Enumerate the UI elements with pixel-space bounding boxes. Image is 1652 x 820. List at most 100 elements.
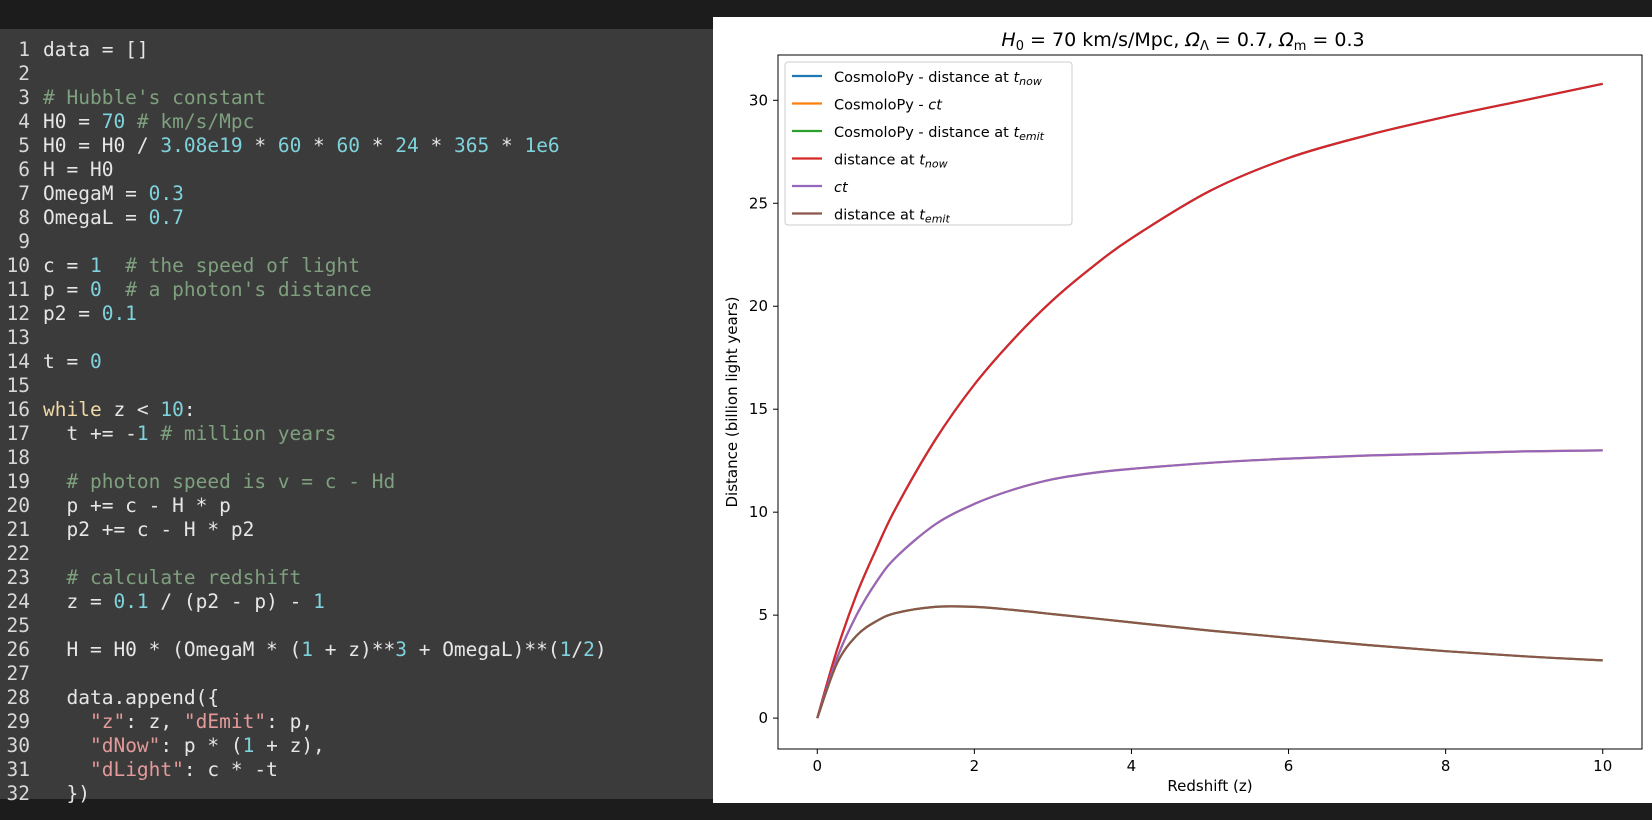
code-token-plain: H = H0: [43, 158, 114, 181]
line-number: 4: [18, 110, 30, 133]
code-line[interactable]: 9: [0, 230, 713, 254]
legend-entry: ct: [834, 180, 849, 196]
code-line[interactable]: 16 while z < 10:: [0, 398, 713, 422]
chart-title: H0 = 70 km/s/Mpc, ΩΛ = 0.7, Ωm = 0.3: [1001, 29, 1364, 54]
line-code: p2 += c - H * p2: [43, 518, 254, 542]
line-number: 19: [6, 470, 30, 493]
code-line[interactable]: 17 t += -1 # million years: [0, 422, 713, 446]
code-token-plain: H = H0 * (OmegaM * (: [43, 638, 302, 661]
legend-math: t: [919, 208, 926, 224]
code-line[interactable]: 21 p2 += c - H * p2: [0, 518, 713, 542]
series-line-4: [816, 82, 1603, 719]
code-line[interactable]: 13: [0, 326, 713, 350]
code-token-number: 60: [277, 134, 302, 157]
code-token-number: 365: [453, 134, 490, 157]
line-code: H = H0: [43, 158, 113, 182]
line-code: H0 = H0 / 3.08e19 * 60 * 60 * 24 * 365 *…: [43, 134, 560, 158]
line-number: 7: [18, 182, 30, 205]
code-token-comment: # the speed of light: [101, 254, 360, 277]
line-code: H = H0 * (OmegaM * (1 + z)**3 + OmegaL)*…: [43, 638, 607, 662]
code-token-plain: *: [301, 134, 337, 157]
code-line[interactable]: 18: [0, 446, 713, 470]
code-line[interactable]: 32 }): [0, 782, 713, 806]
code-line[interactable]: 3 # Hubble's constant: [0, 86, 713, 110]
code-token-plain: [43, 710, 90, 733]
code-line[interactable]: 22: [0, 542, 713, 566]
title-symbol: H: [1001, 29, 1015, 51]
code-token-number: 1: [136, 422, 149, 445]
code-token-number: 0: [89, 350, 102, 373]
code-line[interactable]: 6 H = H0: [0, 158, 713, 182]
code-line[interactable]: 29 "z": z, "dEmit": p,: [0, 710, 713, 734]
line-number: 29: [6, 710, 30, 733]
y-tick-label: 25: [749, 194, 768, 212]
code-line[interactable]: 11 p = 0 # a photon's distance: [0, 278, 713, 302]
code-line[interactable]: 31 "dLight": c * -t: [0, 758, 713, 782]
code-line[interactable]: 25: [0, 614, 713, 638]
code-line[interactable]: 8 OmegaL = 0.7: [0, 206, 713, 230]
series-line-2: [816, 449, 1603, 719]
code-token-number: 60: [336, 134, 361, 157]
code-token-plain: / (p2 - p) -: [148, 590, 314, 613]
title-symbol: Ω: [1184, 29, 1200, 51]
code-line[interactable]: 19 # photon speed is v = c - Hd: [0, 470, 713, 494]
code-token-number: 0.3: [148, 182, 184, 205]
code-token-plain: /: [571, 638, 584, 661]
code-token-plain: OmegaL =: [43, 206, 149, 229]
line-code: while z < 10:: [43, 398, 196, 422]
code-line[interactable]: 2: [0, 62, 713, 86]
series-line-3: [816, 605, 1603, 719]
code-line[interactable]: 7 OmegaM = 0.3: [0, 182, 713, 206]
code-line[interactable]: 24 z = 0.1 / (p2 - p) - 1: [0, 590, 713, 614]
code-token-string: "dLight": [89, 758, 184, 781]
code-token-string: "z": [89, 710, 126, 733]
line-number: 14: [6, 350, 30, 373]
line-code: "dLight": c * -t: [43, 758, 278, 782]
code-line[interactable]: 30 "dNow": p * (1 + z),: [0, 734, 713, 758]
line-number: 13: [6, 326, 30, 349]
code-line[interactable]: 5 H0 = H0 / 3.08e19 * 60 * 60 * 24 * 365 …: [0, 134, 713, 158]
code-line[interactable]: 10 c = 1 # the speed of light: [0, 254, 713, 278]
code-line[interactable]: 4 H0 = 70 # km/s/Mpc: [0, 110, 713, 134]
code-token-plain: H0 = H0 /: [43, 134, 161, 157]
code-line[interactable]: 23 # calculate redshift: [0, 566, 713, 590]
y-tick-label: 30: [749, 91, 768, 109]
code-token-number: 0: [89, 278, 102, 301]
line-code: "dNow": p * (1 + z),: [43, 734, 325, 758]
line-code: # photon speed is v = c - Hd: [43, 470, 395, 494]
code-line[interactable]: 12 p2 = 0.1: [0, 302, 713, 326]
legend-math: ct: [928, 98, 943, 114]
code-token-plain: *: [242, 134, 278, 157]
code-token-number: 1: [89, 254, 102, 277]
code-line[interactable]: 14 t = 0: [0, 350, 713, 374]
legend-math: t: [919, 153, 926, 169]
code-token-number: 1: [313, 590, 325, 613]
line-number: 20: [6, 494, 30, 517]
line-number: 15: [6, 374, 30, 397]
line-number: 25: [6, 614, 30, 637]
line-code: }): [43, 782, 90, 806]
x-axis-label: Redshift (z): [1167, 777, 1252, 795]
legend-text: CosmoloPy - distance at: [834, 125, 1013, 141]
code-line[interactable]: 26 H = H0 * (OmegaM * (1 + z)**3 + Omega…: [0, 638, 713, 662]
line-number: 1: [18, 38, 30, 61]
code-token-plain: *: [418, 134, 454, 157]
code-token-plain: ): [594, 638, 607, 661]
code-token-plain: data.append({: [43, 686, 220, 709]
code-line[interactable]: 28 data.append({: [0, 686, 713, 710]
line-code: p2 = 0.1: [43, 302, 137, 326]
code-token-keyword: while: [43, 398, 102, 421]
legend-subscript: emit: [925, 213, 951, 226]
code-line[interactable]: 20 p += c - H * p: [0, 494, 713, 518]
code-line[interactable]: 1 data = []: [0, 38, 713, 62]
line-number: 2: [18, 62, 30, 85]
code-line[interactable]: 15: [0, 374, 713, 398]
y-tick-label: 20: [749, 297, 768, 315]
title-subscript: Λ: [1200, 39, 1209, 54]
code-token-number: 3: [395, 638, 407, 661]
x-tick-label: 10: [1593, 757, 1612, 775]
code-token-number: 1e6: [524, 134, 560, 157]
line-number: 10: [6, 254, 30, 277]
code-line[interactable]: 27: [0, 662, 713, 686]
code-editor[interactable]: 1 data = [] 2 3 # Hubble's constant 4 H0 = 70 …: [0, 29, 713, 805]
